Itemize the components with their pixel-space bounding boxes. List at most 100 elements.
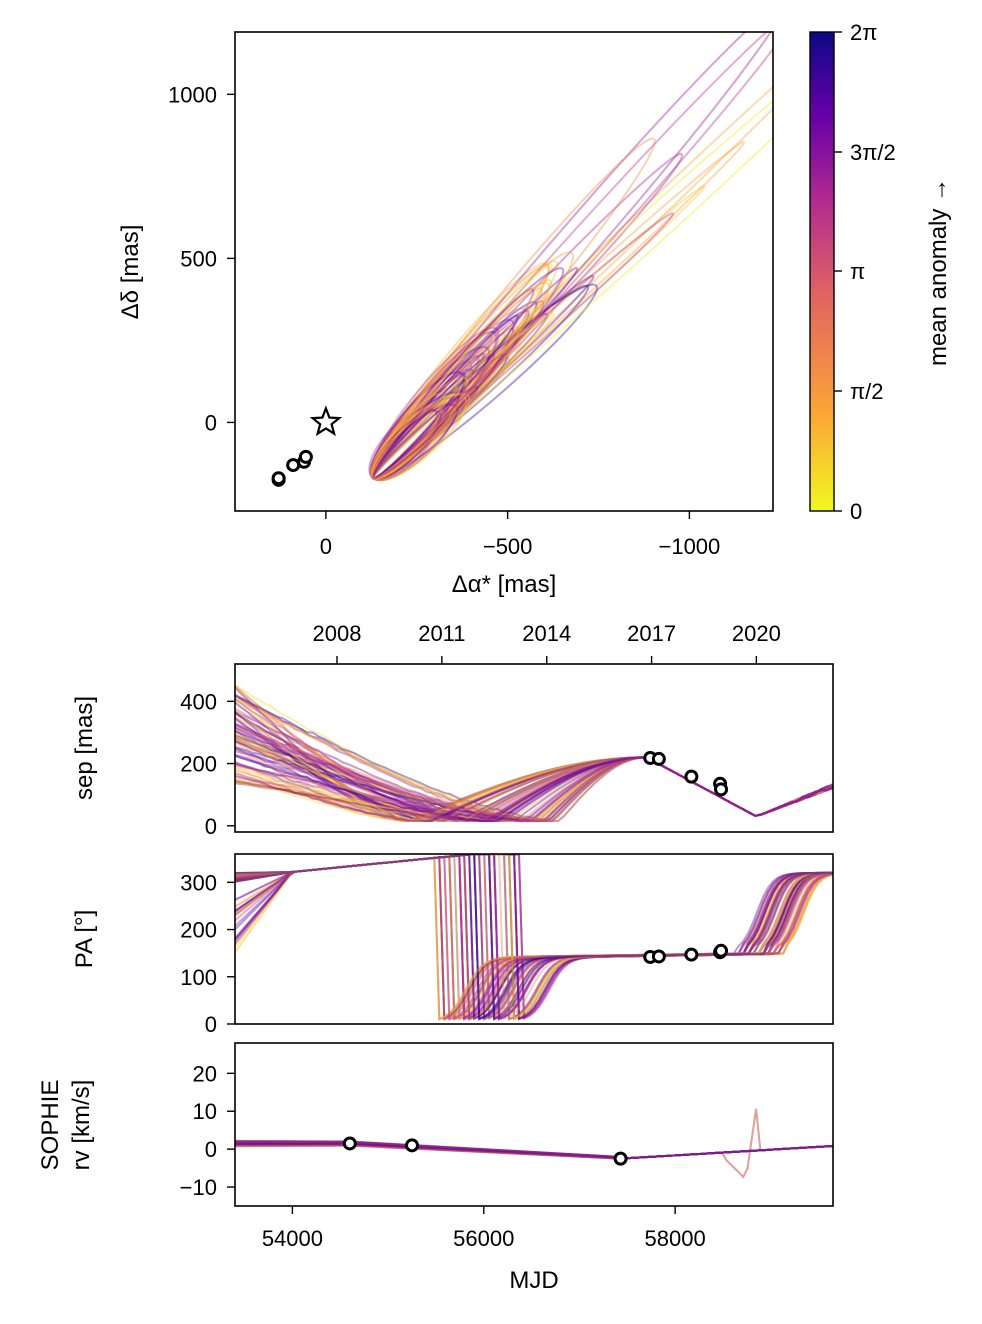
rv-observations xyxy=(342,1136,628,1166)
rv-orbit-line xyxy=(235,1141,833,1160)
pa-orbit-line xyxy=(235,854,833,1021)
pa-orbit-line xyxy=(235,854,833,1021)
pa-orbit-line xyxy=(235,855,833,1020)
pa-orbit-line xyxy=(235,854,833,1021)
pa-orbit-line xyxy=(235,854,833,1021)
pa-panel: 0 100 200 300 PA [°] xyxy=(71,853,834,1037)
sep-orbit-line xyxy=(235,711,833,822)
rv-orbit-line xyxy=(235,1139,833,1160)
sky-orbit-line xyxy=(370,392,471,481)
sky-orbit-line xyxy=(371,312,555,480)
sky-orbit-line xyxy=(369,407,438,481)
pa-orbit-line xyxy=(235,854,833,1021)
sep-orbit-line xyxy=(235,756,833,823)
sep-observation-point xyxy=(684,769,699,784)
pa-orbit-line xyxy=(235,854,833,1021)
pa-orbit-line xyxy=(235,854,833,1021)
rv-orbit-line xyxy=(235,1143,833,1160)
pa-orbit-line xyxy=(235,856,833,1021)
sep-orbit-line xyxy=(235,698,833,822)
rv-orbit-line xyxy=(235,1140,833,1160)
pa-orbit-line xyxy=(235,854,833,1021)
sep-orbit-line xyxy=(235,756,833,822)
sep-orbit-line xyxy=(235,738,833,823)
pa-orbit-line xyxy=(235,854,833,1021)
pa-observation-point xyxy=(651,949,666,964)
rv-ylabel-line2: rv [km/s] xyxy=(68,1080,95,1171)
sky-orbit-line xyxy=(371,331,493,480)
sky-orbit-line xyxy=(371,267,565,480)
sky-orbit-line xyxy=(371,355,480,480)
pa-orbit-line xyxy=(235,854,833,1020)
pa-orbit-line xyxy=(235,854,833,1020)
rv-ylabel-line1: SOPHIE xyxy=(37,1080,64,1171)
pa-orbit-line xyxy=(235,854,833,1021)
rv-orbit-line xyxy=(235,1140,833,1160)
sky-observation-point xyxy=(271,471,286,486)
sep-orbit-line xyxy=(235,756,833,823)
rv-orbit-line xyxy=(235,1141,833,1160)
sep-orbit-line xyxy=(235,756,833,823)
sep-orbit-line xyxy=(235,722,833,823)
rv-orbit-line xyxy=(235,1142,833,1160)
pa-orbit-line xyxy=(235,856,833,1021)
sep-orbit-line xyxy=(235,684,833,823)
sky-orbit-line xyxy=(369,396,459,482)
colorbar-gradient xyxy=(809,31,835,512)
sep-orbit-line xyxy=(235,727,833,822)
rv-observation-point xyxy=(342,1136,357,1151)
pa-orbit-line xyxy=(235,854,833,1020)
sky-orbit-line xyxy=(370,318,515,481)
sky-orbit-line xyxy=(371,288,535,480)
sep-orbit-line xyxy=(235,699,833,823)
rv-orbit-line xyxy=(235,1141,833,1160)
rv-xtick-label: 56000 xyxy=(453,1226,514,1251)
sky-ytick-label: 500 xyxy=(180,246,217,271)
pa-orbit-line xyxy=(235,854,833,1020)
sky-orbit-line xyxy=(371,332,506,480)
sky-orbit-line xyxy=(371,300,538,480)
sep-orbit-line xyxy=(235,756,833,823)
sky-ytick-label: 1000 xyxy=(168,82,217,107)
sep-orbit-line xyxy=(235,756,833,823)
sky-orbit-line xyxy=(369,371,465,481)
rv-orbit-line xyxy=(235,1143,833,1160)
sky-observation-point xyxy=(286,458,301,473)
rv-orbit-line xyxy=(235,1143,833,1160)
rv-orbit-line xyxy=(235,1140,833,1160)
sky-orbit-line xyxy=(372,212,675,480)
sky-orbit-line xyxy=(371,262,554,480)
sky-orbit-line xyxy=(371,352,486,480)
rv-orbit-line xyxy=(235,1140,833,1160)
pa-orbit-line xyxy=(235,854,833,1021)
rv-orbit-line xyxy=(235,1140,833,1160)
pa-orbit-line xyxy=(235,854,833,1020)
sep-orbit-line xyxy=(235,756,833,823)
sep-orbit-line xyxy=(235,756,833,823)
sky-orbit-line xyxy=(370,403,452,481)
sky-orbit-line xyxy=(371,389,463,480)
sky-orbit-line xyxy=(370,330,498,480)
rv-ytick-label: 0 xyxy=(205,1137,217,1162)
sky-orbit-line xyxy=(371,314,519,480)
sep-orbit-line xyxy=(235,733,833,822)
sep-orbit-line xyxy=(235,725,833,823)
sky-orbit-line xyxy=(370,324,519,481)
sky-observation-point xyxy=(298,449,313,464)
rv-orbit-line xyxy=(235,1141,833,1160)
sky-orbit-line xyxy=(370,262,550,480)
rv-xlabel: MJD xyxy=(509,1267,558,1294)
sky-orbit-line xyxy=(371,140,746,480)
sep-ytick-label: 0 xyxy=(205,814,217,839)
rv-orbit-line xyxy=(235,1141,833,1160)
pa-orbit-line xyxy=(235,856,833,1021)
pa-ytick-label: 0 xyxy=(205,1012,217,1037)
rv-orbit-line xyxy=(235,1144,833,1160)
sky-orbit-line xyxy=(370,392,446,480)
sep-orbit-line xyxy=(235,756,833,823)
sep-orbit-line xyxy=(235,726,833,823)
rv-frame xyxy=(234,1042,834,1207)
pa-orbit-line xyxy=(235,854,833,1021)
sep-orbit-line xyxy=(235,695,833,823)
sky-orbit-line xyxy=(369,326,500,481)
